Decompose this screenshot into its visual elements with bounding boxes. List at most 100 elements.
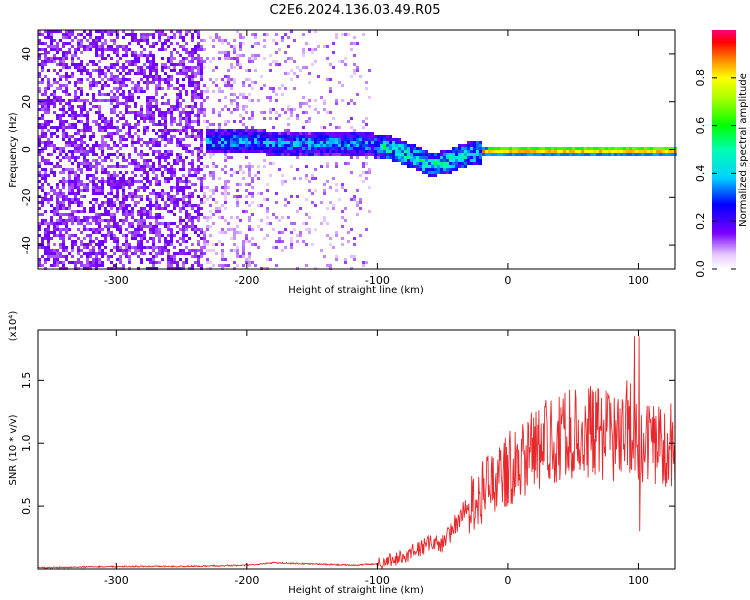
spectrogram-cell: [164, 117, 167, 120]
spectrogram-cell: [242, 54, 245, 57]
spectrogram-cell: [323, 99, 326, 102]
spectrogram-cell: [194, 255, 197, 258]
spectrogram-cell: [362, 126, 365, 129]
spectrogram-cell: [470, 141, 473, 144]
spectrogram-cell: [47, 138, 50, 141]
spectrogram-cell: [119, 84, 122, 87]
spectrogram-cell: [338, 141, 341, 144]
spectrogram-cell: [227, 228, 230, 231]
spectrogram-cell: [53, 234, 56, 237]
spectrogram-cell: [152, 153, 155, 156]
spectrogram-cell: [134, 174, 137, 177]
spectrogram-cell: [131, 213, 134, 216]
spectrogram-cell: [251, 213, 254, 216]
spectrogram-cell: [107, 204, 110, 207]
spectrogram-cell: [86, 261, 89, 264]
spectrogram-cell: [47, 246, 50, 249]
spectrogram-cell: [74, 141, 77, 144]
spectrogram-cell: [197, 207, 200, 210]
spectrogram-cell: [98, 48, 101, 51]
spectrogram-cell: [176, 81, 179, 84]
spectrogram-cell: [233, 51, 236, 54]
spectrogram-cell: [38, 117, 41, 120]
spectrogram-cell: [101, 213, 104, 216]
spectrogram-cell: [551, 150, 554, 153]
spectrogram-cell: [65, 207, 68, 210]
spectrogram-cell: [140, 153, 143, 156]
spectrogram-cell: [137, 57, 140, 60]
spectrogram-cell: [227, 54, 230, 57]
spectrogram-cell: [134, 234, 137, 237]
spectrogram-cell: [107, 153, 110, 156]
spectrogram-cell: [512, 147, 515, 150]
spectrogram-cell: [173, 33, 176, 36]
spectrogram-cell: [41, 255, 44, 258]
spectrogram-cell: [41, 60, 44, 63]
spectrogram-cell: [341, 138, 344, 141]
spectrogram-cell: [311, 48, 314, 51]
spectrogram-cell: [221, 150, 224, 153]
spectrogram-cell: [620, 150, 623, 153]
spectrogram-cell: [56, 213, 59, 216]
spectrogram-cell: [191, 216, 194, 219]
spectrogram-cell: [47, 201, 50, 204]
spectrogram-cell: [62, 129, 65, 132]
spectrogram-cell: [662, 147, 665, 150]
spectrogram-cell: [95, 189, 98, 192]
spectrogram-cell: [593, 153, 596, 156]
spectrogram-cell: [188, 78, 191, 81]
spectrogram-cell: [344, 138, 347, 141]
spectrogram-cell: [179, 102, 182, 105]
spectrogram-cell: [293, 108, 296, 111]
spectrogram-cell: [509, 147, 512, 150]
spectrogram-cell: [146, 108, 149, 111]
spectrogram-cell: [170, 237, 173, 240]
spectrogram-cell: [119, 66, 122, 69]
spectrogram-cell: [167, 153, 170, 156]
spectrogram-cell: [134, 36, 137, 39]
spectrogram-cell: [182, 225, 185, 228]
spectrogram-cell: [416, 156, 419, 159]
spectrogram-cell: [284, 87, 287, 90]
spectrogram-cell: [350, 171, 353, 174]
spectrogram-cell: [386, 150, 389, 153]
spectrogram-cell: [101, 84, 104, 87]
spectrogram-cell: [251, 144, 254, 147]
spectrogram-cell: [269, 135, 272, 138]
spectrogram-cell: [248, 261, 251, 264]
spectrogram-cell: [128, 210, 131, 213]
spectrogram-cell: [119, 183, 122, 186]
spectrogram-cell: [179, 117, 182, 120]
spectrogram-cell: [311, 201, 314, 204]
spectrogram-cell: [53, 54, 56, 57]
spectrogram-cell: [209, 141, 212, 144]
spectrogram-cell: [110, 90, 113, 93]
spectrogram-cell: [161, 216, 164, 219]
spectrogram-cell: [128, 204, 131, 207]
spectrogram-cell: [110, 96, 113, 99]
spectrogram-cell: [56, 48, 59, 51]
spectrogram-cell: [185, 42, 188, 45]
spectrogram-cell: [374, 135, 377, 138]
spectrogram-cell: [176, 240, 179, 243]
spectrogram-cell: [152, 96, 155, 99]
spectrogram-cell: [161, 249, 164, 252]
spectrogram-cell: [152, 165, 155, 168]
spectrogram-cell: [155, 150, 158, 153]
spectrogram-cell: [197, 30, 200, 33]
spectrogram-cell: [119, 204, 122, 207]
spectrogram-cell: [461, 159, 464, 162]
spectrogram-cell: [305, 174, 308, 177]
spectrogram-cell: [209, 234, 212, 237]
spectrogram-cell: [146, 129, 149, 132]
spectrogram-cell: [269, 147, 272, 150]
spectrogram-cell: [41, 147, 44, 150]
spectrogram-cell: [569, 153, 572, 156]
spectrogram-cell: [470, 144, 473, 147]
spectrogram-cell: [191, 69, 194, 72]
spectrogram-cell: [53, 102, 56, 105]
spectrogram-cell: [290, 111, 293, 114]
spectrogram-cell: [650, 147, 653, 150]
spectrogram-cell: [215, 66, 218, 69]
spectrogram-cell: [248, 144, 251, 147]
